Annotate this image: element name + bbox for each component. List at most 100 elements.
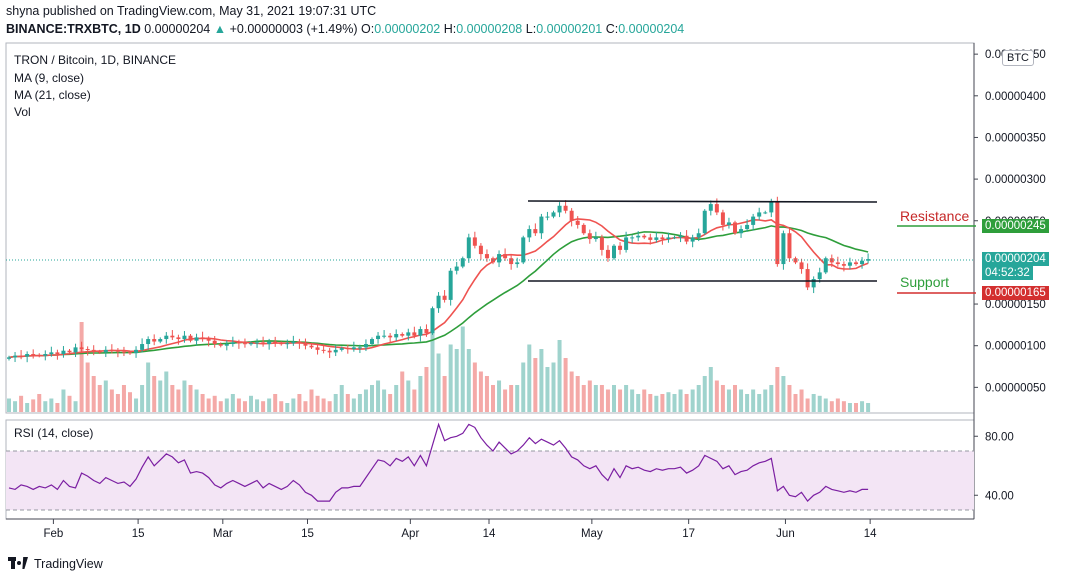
candle-body [726, 222, 731, 225]
volume-bar [678, 389, 683, 412]
price-tick-label: 0.00000400 [985, 91, 1046, 103]
volume-bar [31, 399, 36, 412]
volume-bar [242, 401, 247, 412]
volume-bar [230, 394, 235, 412]
candle-body [612, 245, 616, 259]
legend-ma9[interactable]: MA (9, close) [14, 71, 85, 85]
chart-title[interactable]: TRON / Bitcoin, 1D, BINANCE [14, 53, 177, 67]
volume-bar [357, 394, 362, 412]
volume-bar [841, 401, 846, 412]
candle-body [460, 258, 465, 267]
candle-body [261, 342, 266, 345]
volume-bar [327, 401, 332, 412]
candle-body [430, 308, 435, 334]
candle-body [273, 341, 278, 344]
candle-body [406, 332, 411, 336]
candle-body [805, 269, 810, 288]
volume-bar [539, 349, 544, 412]
currency-badge[interactable]: BTC [1002, 50, 1034, 66]
candle-body [315, 347, 320, 350]
volume-bar [394, 385, 399, 412]
volume-bar [835, 398, 840, 412]
volume-bar [61, 389, 66, 412]
time-axis[interactable]: Feb 15 Mar 15 Apr 14 May 17 Jun 14 [43, 519, 877, 540]
candle-body [103, 349, 108, 353]
volume-bar [297, 394, 302, 412]
candle-body [255, 342, 260, 344]
volume-bar [660, 394, 665, 412]
volume-bar [79, 322, 84, 412]
candle-body [442, 295, 447, 300]
volume-bar [726, 389, 731, 412]
tradingview-logo[interactable]: TradingView [8, 557, 103, 571]
candle-body [835, 262, 840, 265]
candle-body [339, 348, 344, 350]
candle-body [702, 210, 707, 234]
volume-bar [158, 380, 163, 412]
volume-bar [460, 326, 465, 412]
candle-body [696, 233, 701, 238]
up-arrow-icon: ▲ [213, 22, 227, 36]
volume-bar [515, 385, 520, 412]
time-tick-label: 15 [132, 528, 145, 540]
volume-bar [775, 367, 780, 412]
candle-body [739, 229, 744, 234]
volume-bar [303, 401, 308, 412]
candle-body [152, 339, 157, 342]
candle-body [521, 237, 526, 263]
candle-body [182, 335, 187, 340]
time-tick-label: Apr [401, 528, 419, 540]
candle-body [817, 272, 822, 280]
legend-rsi[interactable]: RSI (14, close) [14, 426, 94, 440]
price-tick-label: 0.00000300 [985, 174, 1046, 186]
volume-bar [25, 403, 30, 412]
candle-body [333, 349, 338, 353]
volume-bar [654, 395, 659, 412]
candle-body [249, 343, 253, 345]
volume-bar [333, 394, 338, 412]
volume-bar [702, 376, 707, 412]
candle-body [158, 339, 163, 342]
legend-ma21[interactable]: MA (21, close) [14, 88, 91, 102]
candle-body [605, 249, 610, 259]
volume-bar [472, 362, 477, 412]
volume-bar [854, 403, 858, 412]
candle-body [714, 204, 719, 213]
volume-bar [612, 385, 616, 412]
candle-body [509, 258, 514, 265]
open-label: O: [360, 22, 375, 36]
resistance-channel-line [527, 200, 878, 203]
resistance-price-tag: 0.00000245 [982, 219, 1049, 233]
last-price: 0.00000204 [144, 22, 211, 36]
candle-body [291, 341, 296, 344]
candle-body [642, 235, 647, 238]
volume-bar [636, 394, 641, 412]
candle-body [55, 352, 60, 355]
candle-body [854, 262, 858, 265]
candle-body [13, 355, 18, 358]
candle-body [146, 339, 151, 345]
volume-bar [690, 389, 695, 412]
volume-bar [793, 394, 798, 412]
volume-bar [363, 389, 368, 412]
volume-bar [521, 362, 526, 412]
symbol-label[interactable]: BINANCE:TRXBTC, 1D [6, 22, 141, 36]
candle-body [484, 254, 489, 259]
candle-body [327, 350, 332, 353]
volume-bar [478, 371, 483, 412]
volume-bar [309, 389, 314, 412]
volume-bar [194, 389, 199, 412]
candle-body [599, 237, 604, 250]
volume-bar [134, 398, 139, 412]
candle-body [757, 212, 762, 217]
candle-body [666, 237, 671, 240]
rsi-axis: 80.00 40.00 [974, 431, 1014, 502]
volume-bar [497, 380, 502, 412]
volume-bar [382, 389, 387, 412]
candle-body [285, 343, 290, 345]
legend-vol[interactable]: Vol [14, 105, 31, 119]
volume-bar [376, 380, 381, 412]
volume-bar [860, 401, 865, 412]
volume-bar [164, 371, 169, 412]
